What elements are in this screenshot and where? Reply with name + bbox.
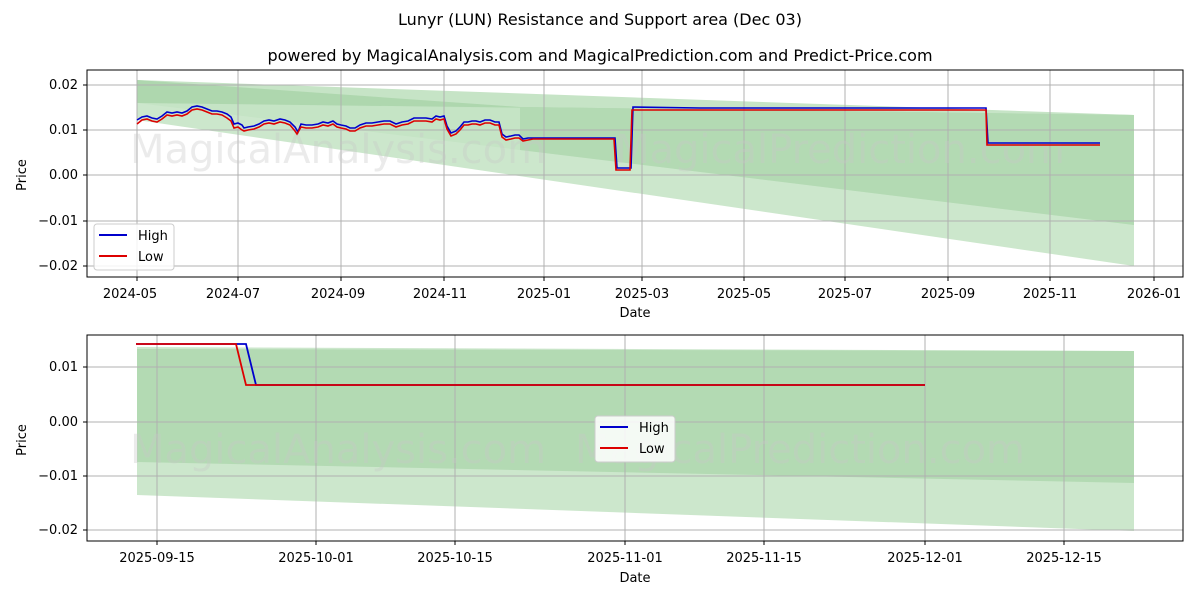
top-tick-marks (83, 84, 1155, 281)
bottom-chart: MagicalAnalysis.com MagicalPrediction.co… (15, 334, 1184, 586)
top-y-ticks: 0.02 0.01 0.00 −0.01 −0.02 (38, 78, 78, 274)
svg-text:0.01: 0.01 (49, 360, 78, 375)
svg-text:2025-01: 2025-01 (517, 287, 571, 302)
top-y-axis-label: Price (15, 159, 30, 191)
legend-low-label: Low (138, 250, 164, 265)
svg-text:2025-12-01: 2025-12-01 (887, 551, 963, 566)
svg-text:2025-12-15: 2025-12-15 (1026, 551, 1102, 566)
high-line (136, 105, 1100, 169)
top-x-ticks: 2024-05 2024-07 2024-09 2024-11 2025-01 … (103, 287, 1181, 302)
bottom-y-ticks: 0.01 0.00 −0.01 −0.02 (38, 360, 78, 538)
svg-text:2024-07: 2024-07 (206, 287, 260, 302)
watermark-left: MagicalAnalysis.com (130, 127, 546, 173)
overlap-band (520, 107, 1134, 225)
svg-text:2025-10-01: 2025-10-01 (278, 551, 354, 566)
svg-text:−0.01: −0.01 (38, 469, 78, 484)
low-line (136, 108, 1100, 171)
chart-subtitle: powered by MagicalAnalysis.com and Magic… (267, 46, 933, 65)
bottom-x-ticks: 2025-09-15 2025-10-01 2025-10-15 2025-11… (119, 551, 1102, 566)
bottom-y-axis-label: Price (15, 424, 30, 456)
svg-text:2025-07: 2025-07 (818, 287, 872, 302)
top-chart: MagicalAnalysis.com MagicalPrediction.co… (15, 69, 1184, 321)
svg-text:2025-03: 2025-03 (615, 287, 669, 302)
svg-text:−0.02: −0.02 (38, 523, 78, 538)
svg-text:2025-11: 2025-11 (1023, 287, 1077, 302)
svg-text:2025-11-01: 2025-11-01 (587, 551, 663, 566)
watermark-left: MagicalAnalysis.com (130, 427, 546, 473)
top-axes-frame (86, 69, 1184, 278)
svg-text:2025-11-15: 2025-11-15 (726, 551, 802, 566)
top-x-axis-label: Date (619, 306, 650, 321)
bottom-tick-marks (83, 366, 1065, 545)
bottom-x-axis-label: Date (619, 571, 650, 586)
chart-title: Lunyr (LUN) Resistance and Support area … (398, 10, 802, 29)
top-legend: High Low (93, 223, 175, 271)
svg-text:2025-10-15: 2025-10-15 (417, 551, 493, 566)
low-line (136, 343, 925, 386)
svg-text:2024-09: 2024-09 (311, 287, 365, 302)
svg-text:2024-11: 2024-11 (413, 287, 467, 302)
svg-text:0.02: 0.02 (49, 78, 78, 93)
top-grid (87, 70, 1183, 277)
svg-text:0.01: 0.01 (49, 123, 78, 138)
svg-text:2025-09: 2025-09 (921, 287, 975, 302)
legend-high-label: High (639, 421, 669, 436)
svg-text:2026-01: 2026-01 (1127, 287, 1181, 302)
svg-text:2025-09-15: 2025-09-15 (119, 551, 195, 566)
legend-low-label: Low (639, 442, 665, 457)
svg-text:0.00: 0.00 (49, 415, 78, 430)
svg-text:2025-05: 2025-05 (717, 287, 771, 302)
legend-high-label: High (138, 229, 168, 244)
bottom-axes-frame (86, 334, 1184, 542)
svg-text:−0.01: −0.01 (38, 214, 78, 229)
watermark-right: MagicalPrediction.com (615, 127, 1065, 173)
svg-text:−0.02: −0.02 (38, 259, 78, 274)
bottom-legend: High Low (594, 415, 676, 463)
svg-text:2024-05: 2024-05 (103, 287, 157, 302)
svg-text:0.00: 0.00 (49, 168, 78, 183)
